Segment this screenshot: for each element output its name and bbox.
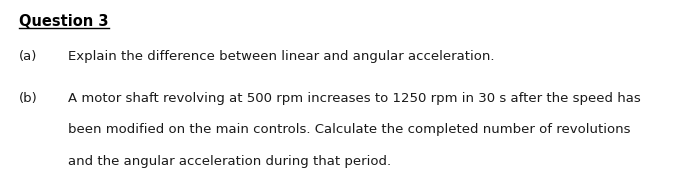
Text: A motor shaft revolving at 500 rpm increases to 1250 rpm in 30 s after the speed: A motor shaft revolving at 500 rpm incre… (68, 92, 641, 105)
Text: Explain the difference between linear and angular acceleration.: Explain the difference between linear an… (68, 50, 495, 63)
Text: (b): (b) (19, 92, 38, 105)
Text: (a): (a) (19, 50, 37, 63)
Text: Question 3: Question 3 (19, 14, 108, 28)
Text: and the angular acceleration during that period.: and the angular acceleration during that… (68, 155, 391, 168)
Text: been modified on the main controls. Calculate the completed number of revolution: been modified on the main controls. Calc… (68, 123, 630, 136)
